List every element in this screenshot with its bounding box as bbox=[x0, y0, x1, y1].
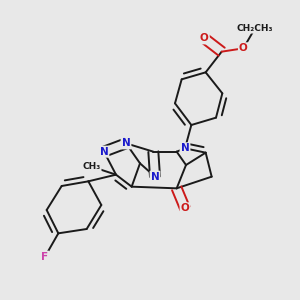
Text: N: N bbox=[100, 147, 108, 157]
Text: CH₂CH₃: CH₂CH₃ bbox=[237, 24, 273, 33]
Text: N: N bbox=[122, 138, 130, 148]
Text: N: N bbox=[181, 143, 189, 153]
Text: O: O bbox=[181, 203, 189, 213]
Text: O: O bbox=[200, 33, 209, 43]
Text: F: F bbox=[41, 252, 49, 262]
Text: O: O bbox=[239, 43, 248, 53]
Text: N: N bbox=[151, 172, 159, 182]
Text: CH₃: CH₃ bbox=[82, 162, 101, 171]
